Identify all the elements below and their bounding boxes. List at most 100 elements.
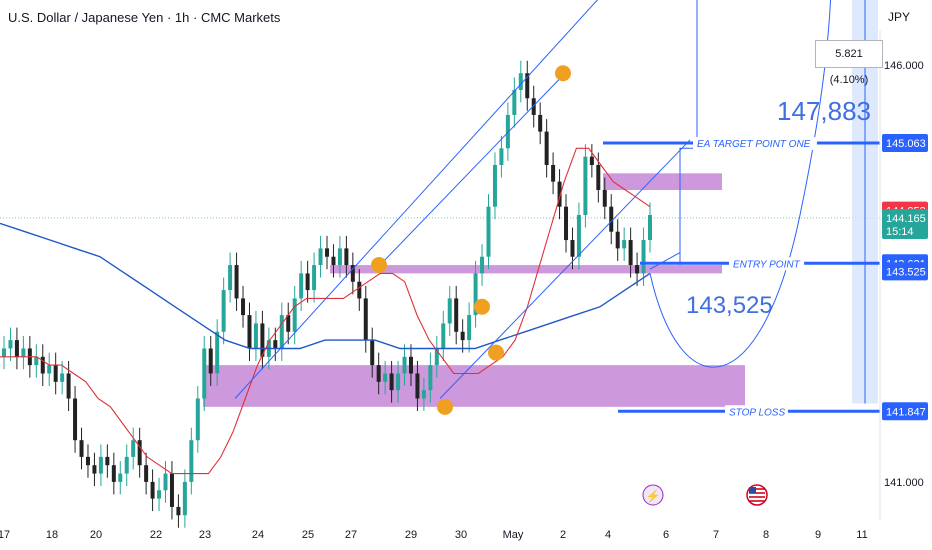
candle xyxy=(312,265,317,291)
candle xyxy=(202,348,207,399)
price-badge xyxy=(882,402,928,421)
candle xyxy=(525,73,530,99)
candle xyxy=(92,465,97,474)
candle xyxy=(583,156,588,216)
candle xyxy=(370,340,375,366)
lightning-icon[interactable] xyxy=(642,484,664,506)
candle xyxy=(499,148,504,165)
candle xyxy=(53,365,58,382)
candle xyxy=(305,273,310,291)
flag-canton xyxy=(749,487,756,493)
label-entry-point: ENTRY POINT xyxy=(733,259,801,270)
price-badge-label: 144.165 xyxy=(886,213,926,225)
x-tick-label: 25 xyxy=(302,529,314,541)
x-tick-label: 6 xyxy=(663,529,669,541)
candle xyxy=(8,340,13,349)
projection-curve xyxy=(649,0,832,368)
x-tick-label: 17 xyxy=(0,529,10,541)
countdown-label: 15:14 xyxy=(886,226,914,238)
candle xyxy=(376,365,381,382)
lightning-icon-glyph: ⚡ xyxy=(646,489,661,503)
candle xyxy=(241,298,246,316)
target-value-label: 147,883 xyxy=(777,96,871,126)
x-tick-label: 23 xyxy=(199,529,211,541)
label-stop-loss-bg xyxy=(725,405,788,419)
candle xyxy=(195,398,200,441)
price-badge xyxy=(882,262,928,281)
x-tick-label: 8 xyxy=(763,529,769,541)
candle xyxy=(292,298,297,332)
x-tick-label: 24 xyxy=(252,529,264,541)
candle xyxy=(570,240,575,257)
price-badge xyxy=(882,134,928,153)
candle xyxy=(467,315,472,341)
candle xyxy=(299,273,304,299)
candle xyxy=(40,356,45,374)
candle xyxy=(73,398,78,441)
measure-label: 5.821 (4.10%) xyxy=(815,40,883,86)
candle xyxy=(531,98,536,115)
candle xyxy=(286,315,291,332)
candle xyxy=(163,473,168,491)
x-tick-label: 22 xyxy=(150,529,162,541)
x-tick-label: 9 xyxy=(815,529,821,541)
candle xyxy=(648,215,652,241)
candle xyxy=(47,365,52,374)
pivot-marker xyxy=(474,298,490,315)
price-badge-label: 141.847 xyxy=(886,406,926,418)
label-ea-target-one-bg xyxy=(693,137,817,151)
candle xyxy=(512,89,517,115)
pivot-marker xyxy=(437,398,453,415)
candle xyxy=(325,248,329,257)
x-tick-label: 27 xyxy=(345,529,357,541)
candle xyxy=(21,348,26,357)
x-tick-label: 30 xyxy=(455,529,467,541)
currency-selector[interactable]: JPY xyxy=(887,10,910,24)
candle xyxy=(105,456,110,466)
entry-value-label: 143,525 xyxy=(686,292,773,319)
candle xyxy=(538,114,543,132)
candle xyxy=(421,390,426,399)
x-tick-label: May xyxy=(503,529,524,541)
candle xyxy=(350,265,355,282)
candle xyxy=(215,331,220,374)
candle xyxy=(344,248,349,266)
x-tick-label: 29 xyxy=(405,529,417,541)
entry-bracket xyxy=(679,147,697,266)
candle xyxy=(589,156,594,165)
x-tick-label: 11 xyxy=(856,529,867,541)
candle xyxy=(383,373,388,382)
candle xyxy=(273,340,278,349)
label-entry-point-bg xyxy=(729,257,805,271)
candle xyxy=(396,373,401,391)
candle xyxy=(150,481,155,499)
x-tick-label: 20 xyxy=(90,529,102,541)
chart-title: U.S. Dollar / Japanese Yen · 1h · CMC Ma… xyxy=(8,10,281,25)
candle xyxy=(228,265,233,291)
candle xyxy=(318,248,323,266)
candle xyxy=(208,348,213,374)
x-tick-label: 4 xyxy=(605,529,611,541)
candle xyxy=(492,164,497,207)
candle xyxy=(576,215,581,257)
candle xyxy=(615,231,620,249)
candle xyxy=(137,440,142,466)
entry-zone xyxy=(330,265,722,274)
candle xyxy=(428,365,433,391)
candle xyxy=(447,298,452,324)
candle xyxy=(111,465,116,482)
candle xyxy=(98,456,103,474)
candle xyxy=(402,356,407,374)
ma-slow-line xyxy=(0,222,651,350)
candle xyxy=(182,481,187,516)
trendline-upper xyxy=(234,0,599,399)
ma-fast-line xyxy=(0,147,651,475)
candle xyxy=(415,373,420,399)
trendline-lower xyxy=(439,139,691,399)
candle xyxy=(79,440,84,457)
candle xyxy=(66,373,71,399)
candle xyxy=(189,440,194,482)
candle xyxy=(609,206,614,232)
candle xyxy=(641,240,646,274)
